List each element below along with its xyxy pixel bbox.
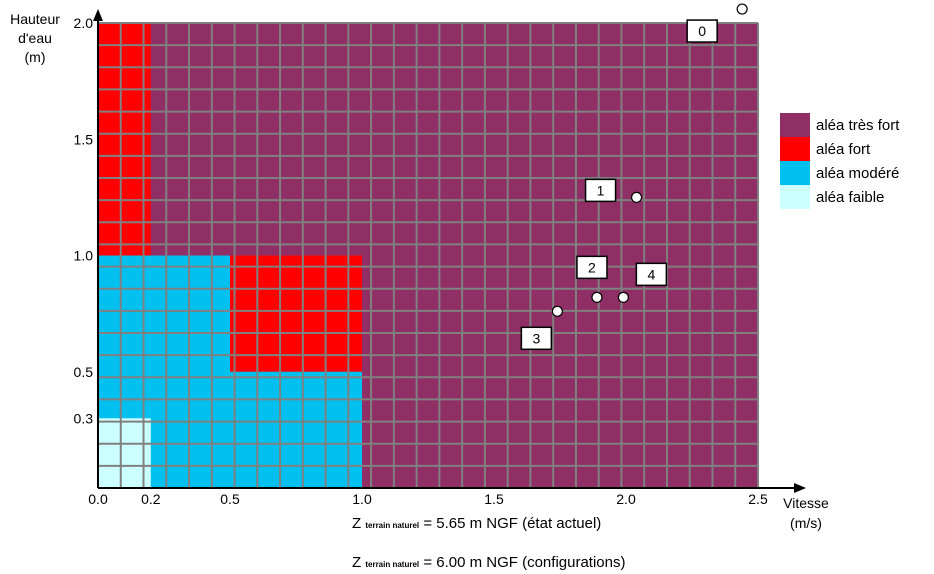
legend-item-modere: aléa modéré [780,161,899,185]
legend-swatch [780,185,810,209]
legend-item-fort: aléa fort [780,137,899,161]
y-axis-arrow [93,9,103,21]
point-label-box [576,255,608,280]
y-axis-label: d'eau [18,30,52,46]
legend-item-faible: aléa faible [780,185,899,209]
legend-label: aléa modéré [816,164,900,182]
tick-labels: 0.0 0.2 0.5 1.0 1.5 2.0 2.5 0.3 0.5 1.0 1.5 2.0 [74,15,768,507]
point-label-box [635,262,668,287]
legend-label: aléa fort [816,140,871,158]
footnote-text: = 6.00 m NGF (configurations) [423,554,626,571]
hazard-zone [98,418,151,488]
x-tick-label: 2.0 [616,491,636,507]
hazard-zone [230,371,362,488]
data-point [551,305,563,317]
data-point [630,191,643,203]
point-label-box [584,178,617,203]
legend-swatch [780,161,810,185]
hazard-zone [230,255,362,372]
footnote-prefix: Z [352,515,362,532]
data-point [617,291,629,303]
point-label-box [520,326,553,351]
footnote-etat-actuel: Z terrain naturel = 5.65 m NGF (état act… [352,515,601,532]
x-tick-label: 1.0 [352,491,372,507]
footnote-text: = 5.65 m NGF (état actuel) [423,515,602,532]
x-tick-label: 0.5 [220,491,240,507]
y-axis-label: (m) [25,49,46,65]
y-tick-label: 0.5 [74,364,94,380]
x-tick-label: 0.2 [141,491,161,507]
x-tick-label: 1.5 [484,491,504,507]
footnote-prefix: Z [352,554,362,571]
grid-lines [97,22,759,489]
legend: aléa très fort aléa fort aléa modéré alé… [780,113,899,209]
x-axis-arrow [794,483,806,493]
y-tick-label: 1.0 [74,248,94,264]
point-label: 4 [647,266,655,282]
point-label-box [686,19,718,43]
x-tick-label: 2.5 [748,491,768,507]
point-label: 0 [698,23,706,39]
x-axis-label: (m/s) [790,515,822,531]
data-point [736,3,748,15]
footnote-subscript: terrain naturel [365,521,420,530]
y-axis-label: Hauteur [10,11,60,27]
x-tick-label: 0.0 [88,491,108,507]
hazard-zone [98,23,151,256]
point-label: 2 [588,259,596,275]
y-tick-label: 0.3 [74,410,94,426]
hazard-zones [98,23,758,488]
y-tick-label: 2.0 [74,15,94,31]
legend-label: aléa faible [816,188,885,206]
footnote-subscript: terrain naturel [365,560,420,569]
data-points: 0 1 2 4 3 [520,3,748,351]
legend-swatch [780,113,810,137]
legend-item-tres-fort: aléa très fort [780,113,899,137]
data-point [591,291,603,303]
point-label: 3 [532,330,540,346]
legend-label: aléa très fort [816,116,900,134]
point-label: 1 [597,182,605,198]
footnote-configurations: Z terrain naturel = 6.00 m NGF (configur… [352,554,625,571]
legend-swatch [780,137,810,161]
axes [93,9,806,493]
y-tick-label: 1.5 [74,131,94,147]
axis-labels: Hauteur d'eau (m) Vitesse (m/s) [10,11,829,531]
x-axis-label: Vitesse [783,495,829,511]
